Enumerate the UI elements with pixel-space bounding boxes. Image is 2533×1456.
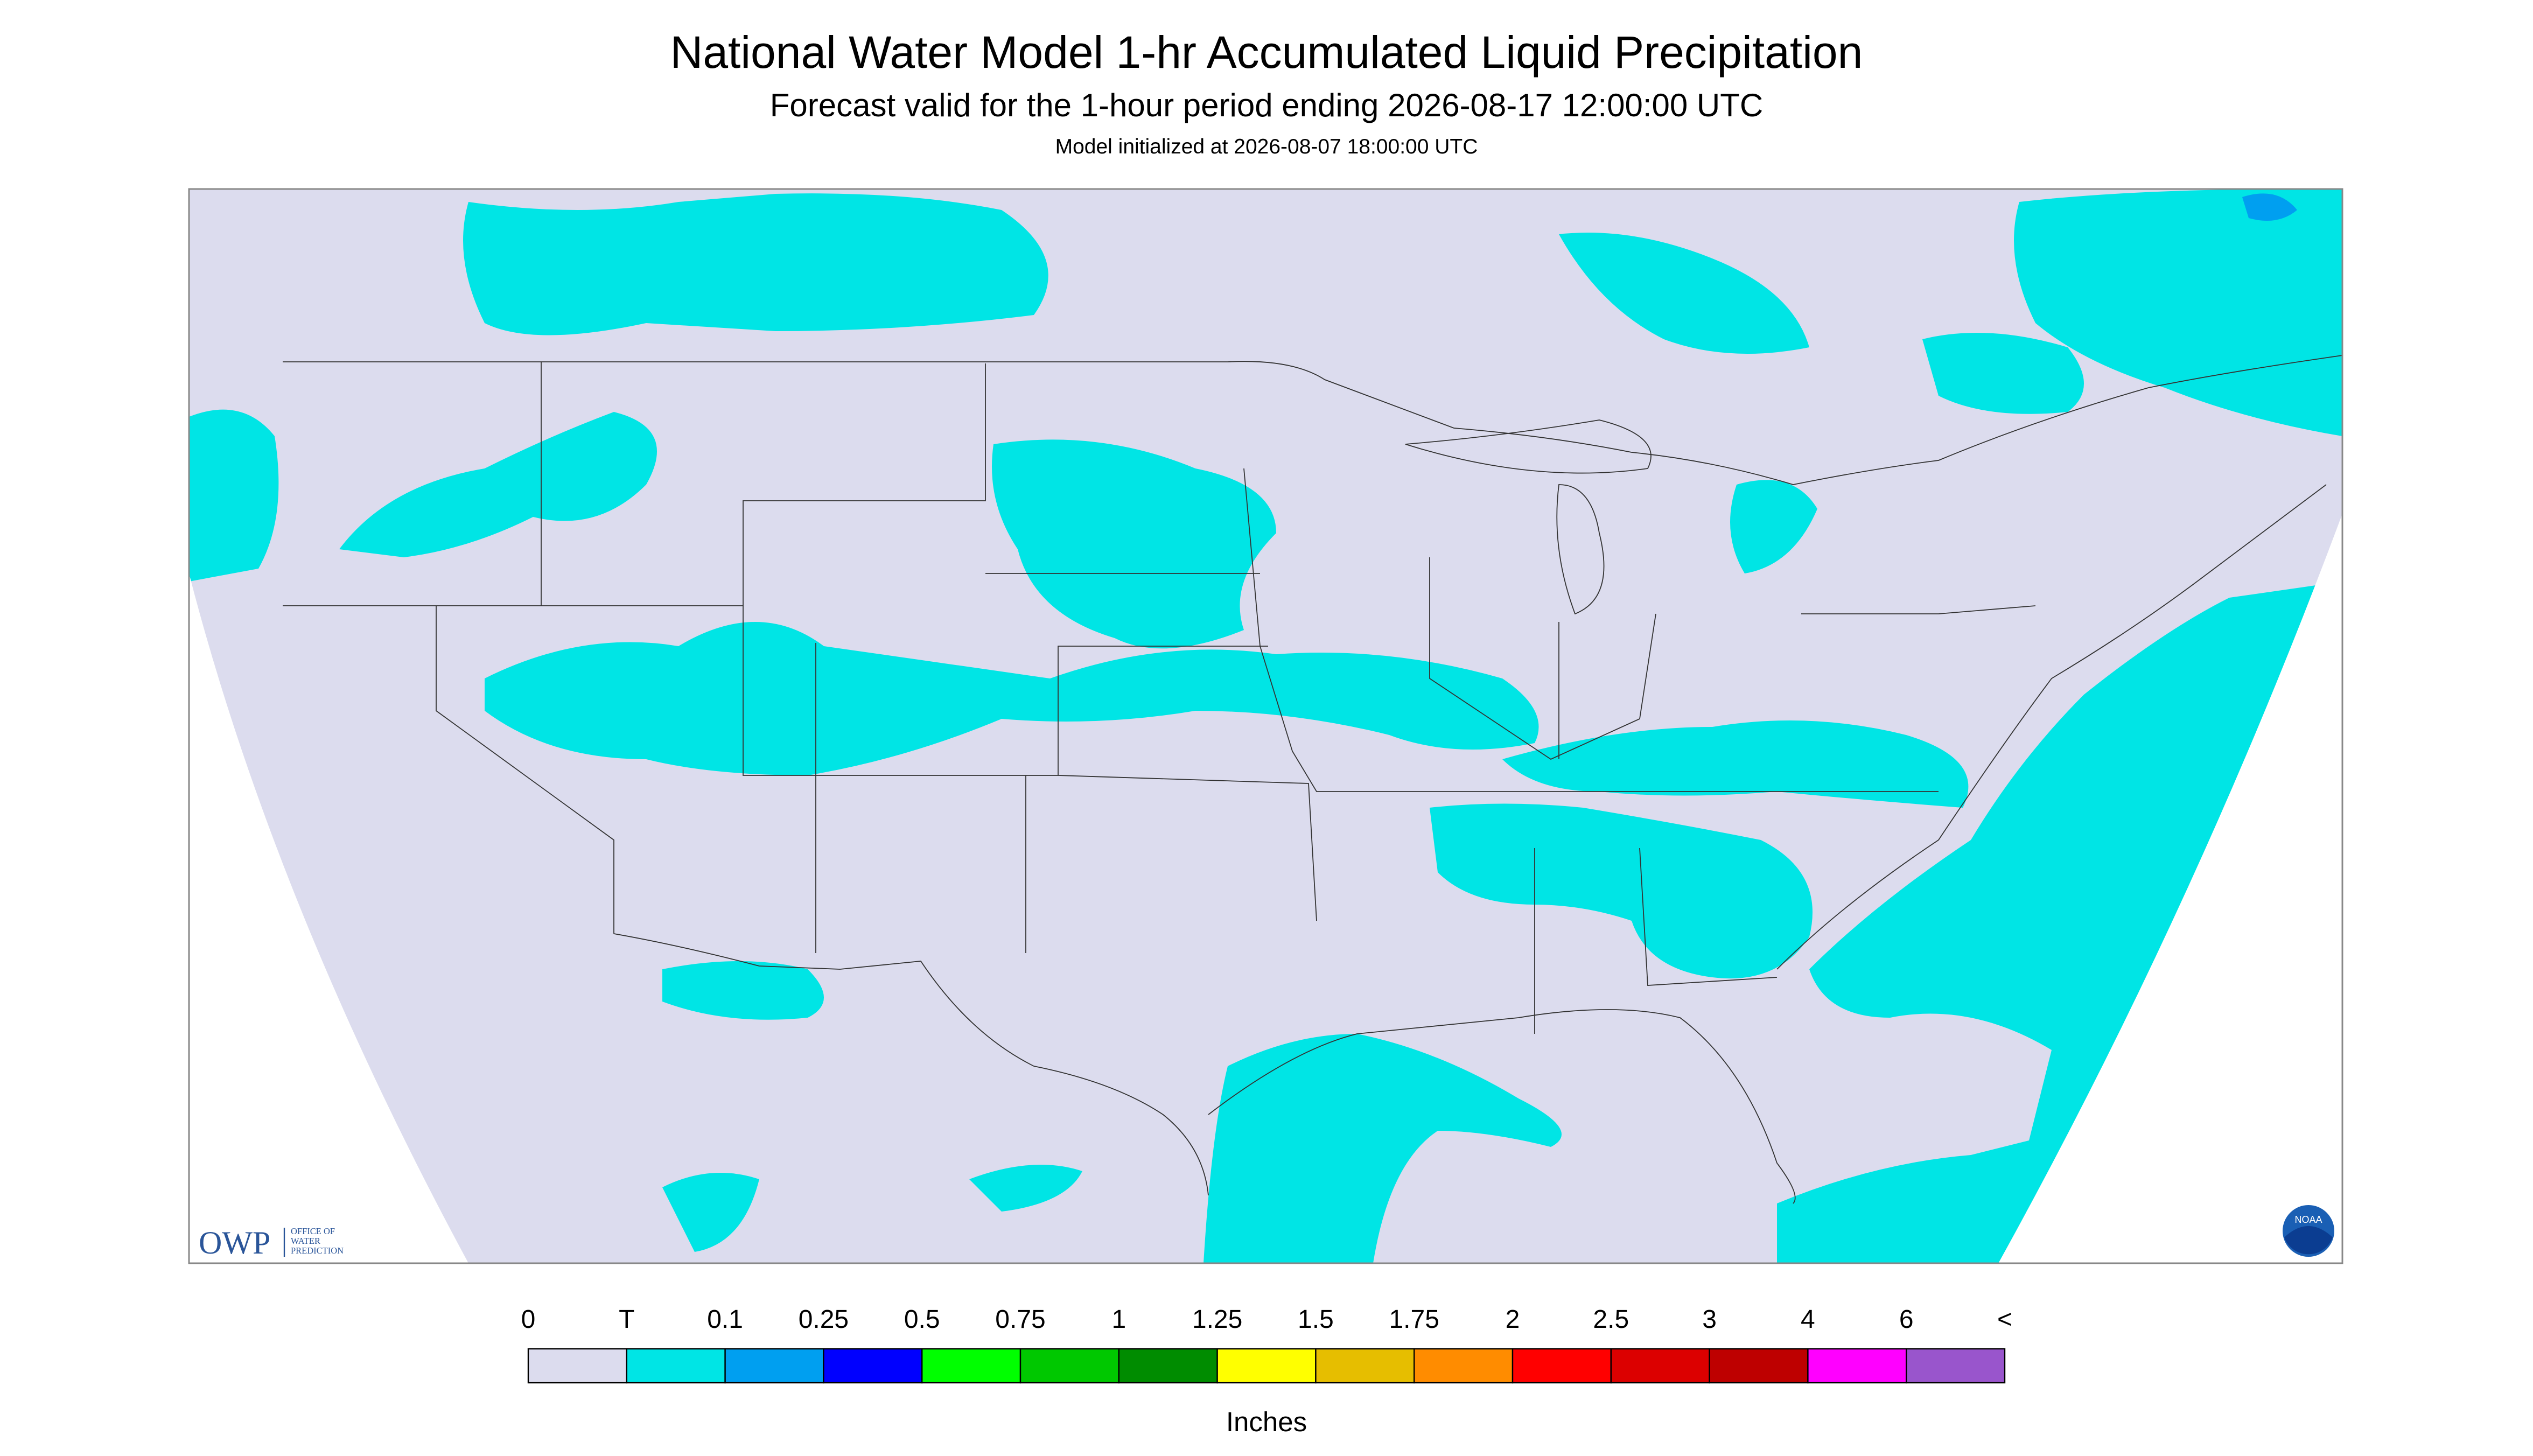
border-line xyxy=(283,355,2343,485)
legend-label: < xyxy=(1997,1305,2012,1334)
owp-logo-line: OFFICE OF xyxy=(291,1226,335,1236)
owp-logo-line: PREDICTION xyxy=(291,1245,344,1256)
legend-swatch xyxy=(1019,1348,1120,1384)
legend-swatch xyxy=(1512,1348,1612,1384)
legend-label: 6 xyxy=(1899,1305,1914,1334)
precip-area-heavy xyxy=(2242,193,2297,221)
legend-swatch xyxy=(626,1348,726,1384)
noaa-logo: NOAA xyxy=(2283,1205,2334,1257)
legend-swatch xyxy=(921,1348,1021,1384)
precip-area xyxy=(189,409,279,582)
legend-swatch xyxy=(1118,1348,1218,1384)
legend-label: 0.1 xyxy=(707,1305,743,1334)
owp-logo-line: WATER xyxy=(291,1236,320,1246)
color-legend: Inches 0 T 0.1 0.25 0.5 0.75 1 1.25 1.5 1.75 2 2.5 3… xyxy=(521,1305,2012,1437)
precip-area xyxy=(1777,1139,2035,1264)
legend-swatch xyxy=(1315,1348,1415,1384)
precip-area xyxy=(1502,720,1969,808)
legend-swatch xyxy=(1905,1348,2006,1384)
legend-label: 2 xyxy=(1506,1305,1520,1334)
legend-label: 0 xyxy=(521,1305,536,1334)
legend-label: 1 xyxy=(1111,1305,1126,1334)
precip-area xyxy=(485,622,1539,776)
title: National Water Model 1-hr Accumulated Li… xyxy=(670,27,1863,78)
legend-label: 0.75 xyxy=(995,1305,1045,1334)
owp-logo: OWP OFFICE OF WATER PREDICTION xyxy=(199,1225,344,1261)
lake-outline xyxy=(1405,419,1652,615)
map-frame xyxy=(188,188,2343,1264)
precip-area xyxy=(2014,189,2342,437)
precip-area xyxy=(662,961,824,1020)
precip-areas xyxy=(189,189,2342,1264)
legend-swatch xyxy=(1807,1348,1907,1384)
legend-label: 1.5 xyxy=(1298,1305,1334,1334)
legend-label: T xyxy=(619,1305,634,1334)
legend-swatch xyxy=(724,1348,824,1384)
noaa-text: NOAA xyxy=(2294,1214,2322,1225)
legend-swatch xyxy=(527,1348,628,1384)
legend-label: 1.25 xyxy=(1192,1305,1242,1334)
legend-label: 0.5 xyxy=(904,1305,940,1334)
legend-label: 1.75 xyxy=(1389,1305,1439,1334)
subtitle: Forecast valid for the 1-hour period end… xyxy=(770,87,1763,123)
legend-swatch xyxy=(1610,1348,1710,1384)
precip-area xyxy=(969,1165,1082,1212)
legend-label: 2.5 xyxy=(1593,1305,1629,1334)
precip-area xyxy=(463,193,1048,335)
init-time: Model initialized at 2026-08-07 18:00:00… xyxy=(1055,135,1478,158)
owp-logo-text: OWP xyxy=(199,1225,270,1261)
precip-area xyxy=(1203,1034,1562,1264)
legend-swatch xyxy=(823,1348,923,1384)
precip-area xyxy=(1730,480,1817,574)
precip-area xyxy=(662,1173,759,1252)
precip-area xyxy=(1922,333,2084,414)
legend-label: 0.25 xyxy=(799,1305,849,1334)
precip-area xyxy=(992,439,1276,649)
border-line xyxy=(613,933,1209,1196)
legend-swatch xyxy=(1216,1348,1317,1384)
legend-units: Inches xyxy=(1226,1406,1307,1437)
coast-line xyxy=(1208,484,2327,1204)
legend-label: 4 xyxy=(1801,1305,1815,1334)
borders xyxy=(283,355,2343,1204)
precip-area xyxy=(1430,803,1813,979)
precip-area xyxy=(339,412,657,558)
state-line xyxy=(283,362,2036,1034)
legend-swatch xyxy=(1414,1348,1514,1384)
precip-area xyxy=(1559,233,1809,354)
noaa-wave xyxy=(2284,1226,2333,1255)
map: OWP OFFICE OF WATER PREDICTION NOAA xyxy=(188,188,2343,1264)
legend-label: 3 xyxy=(1702,1305,1717,1334)
legend-swatch xyxy=(1709,1348,1809,1384)
